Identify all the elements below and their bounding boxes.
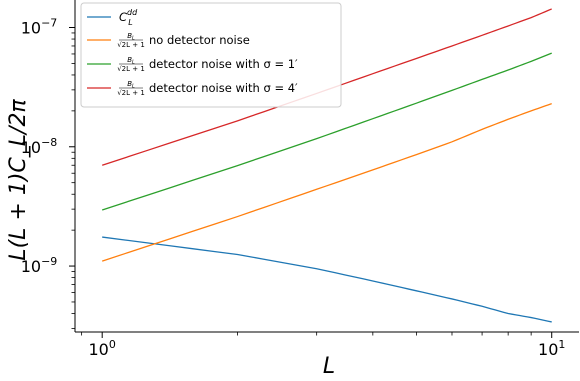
y-tick-label: 10−9 [21, 255, 58, 276]
legend-fraction-numerator: BL [127, 80, 135, 90]
x-tick-label: 101 [538, 338, 565, 359]
y-axis-label: L(L + 1)C_L/2π [6, 99, 31, 261]
axes [74, 0, 579, 333]
series-line-2 [101, 103, 552, 262]
legend-label-3: detector noise with σ = 1′ [149, 57, 298, 71]
legend-fraction-denominator: √2L + 1 [117, 41, 145, 49]
legend-label-4: detector noise with σ = 4′ [149, 81, 298, 95]
legend-fraction-numerator: BL [127, 32, 135, 42]
y-tick-label: 10−8 [21, 136, 58, 157]
legend-box [80, 2, 342, 108]
legend-fraction-denominator: √2L + 1 [117, 65, 145, 73]
y-tick-label: 10−7 [21, 16, 58, 37]
legend-label-2: no detector noise [149, 33, 250, 47]
legend-fraction-numerator: BL [127, 56, 135, 66]
series-line-1 [102, 236, 552, 323]
legend-fraction-denominator: √2L + 1 [117, 89, 145, 97]
series-line-3 [101, 52, 552, 211]
legend-label-1: Cdd L [119, 8, 138, 27]
ticks: 100 101 10−9 10−8 10−7 [21, 16, 566, 359]
x-axis-label: L [323, 354, 335, 379]
x-tick-label: 100 [89, 338, 116, 359]
